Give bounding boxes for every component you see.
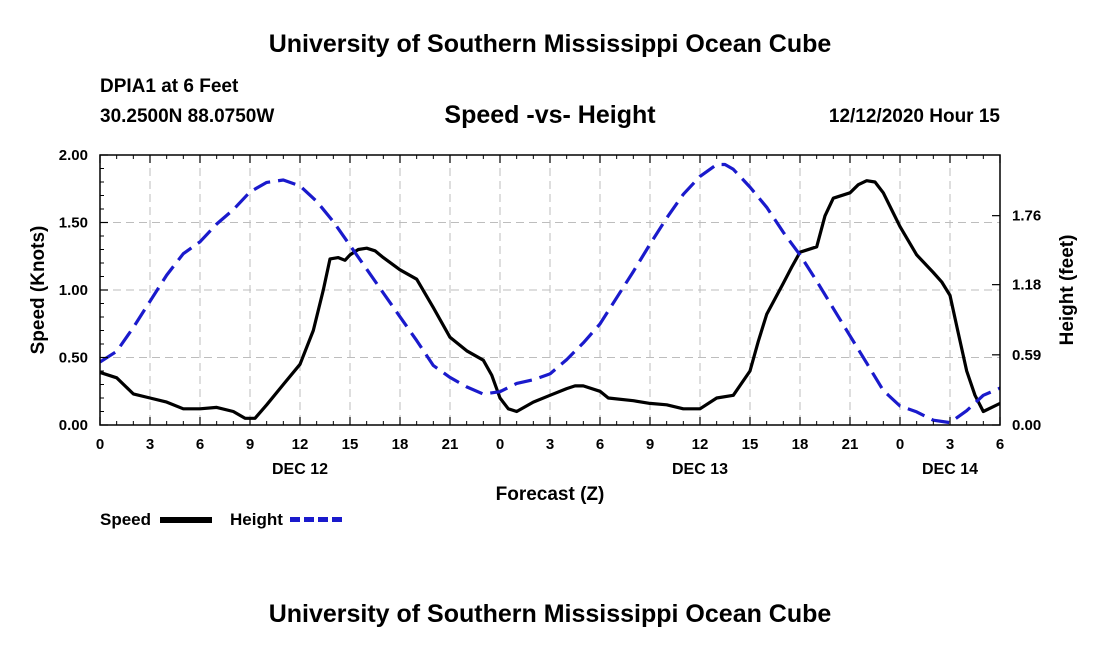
x-tick-label: 6	[596, 436, 604, 453]
x-tick-label: 0	[896, 436, 904, 453]
y-tick-label: 1.00	[59, 282, 88, 299]
x-tick-label: 9	[246, 436, 254, 453]
y-tick-label: 0.50	[59, 350, 88, 367]
x-tick-label: 12	[292, 436, 309, 453]
date-label: DEC 12	[272, 461, 328, 478]
date-label: DEC 14	[922, 461, 978, 478]
page-title: University of Southern Mississippi Ocean…	[268, 30, 832, 58]
x-tick-label: 0	[496, 436, 504, 453]
y2-tick-label: 0.00	[1012, 417, 1041, 434]
y2-tick-label: 1.18	[1012, 277, 1041, 294]
y2-tick-label: 0.59	[1012, 347, 1041, 364]
y-axis-label: Speed (Knots)	[28, 226, 49, 355]
x-axis-label: Forecast (Z)	[496, 484, 605, 505]
x-tick-label: 21	[442, 436, 459, 453]
x-tick-label: 12	[692, 436, 709, 453]
footer-title: University of Southern Mississippi Ocean…	[268, 600, 832, 628]
datetime-label: 12/12/2020 Hour 15	[828, 106, 1000, 127]
grid-layer	[100, 155, 1000, 425]
y-tick-label: 2.00	[59, 147, 88, 164]
x-tick-label: 21	[842, 436, 859, 453]
series-layer	[100, 162, 1000, 425]
x-tick-label: 0	[96, 436, 104, 453]
chart-title: Speed -vs- Height	[444, 101, 656, 129]
axis-layer: 0 3 6 9 12 15 18 21 0 3 6 9 12 15 18 21 0 3 6 DEC 12 DEC 13 D…	[59, 147, 1041, 478]
legend-speed-label: Speed	[100, 510, 152, 529]
legend-height-swatch	[290, 517, 342, 522]
x-tick-label: 15	[742, 436, 759, 453]
series-speed-line	[100, 179, 1000, 420]
legend-speed-swatch	[160, 517, 212, 523]
x-tick-label: 6	[196, 436, 204, 453]
y2-tick-label: 1.76	[1012, 208, 1041, 225]
x-tick-label: 18	[792, 436, 809, 453]
y-tick-label: 0.00	[59, 417, 88, 434]
x-tick-label: 3	[146, 436, 154, 453]
x-tick-label: 6	[996, 436, 1004, 453]
station-label: DPIA1 at 6 Feet	[100, 76, 239, 97]
y-tick-label: 1.50	[59, 215, 88, 232]
series-height-line	[100, 162, 1000, 425]
date-label: DEC 13	[672, 461, 728, 478]
x-tick-label: 3	[946, 436, 954, 453]
x-tick-label: 9	[646, 436, 654, 453]
y2-axis-label: Height (feet)	[1057, 235, 1078, 346]
x-tick-label: 18	[392, 436, 409, 453]
coordinates-label: 30.2500N 88.0750W	[100, 106, 275, 127]
x-tick-label: 3	[546, 436, 554, 453]
x-tick-label: 15	[342, 436, 359, 453]
legend-height-label: Height	[230, 510, 283, 529]
